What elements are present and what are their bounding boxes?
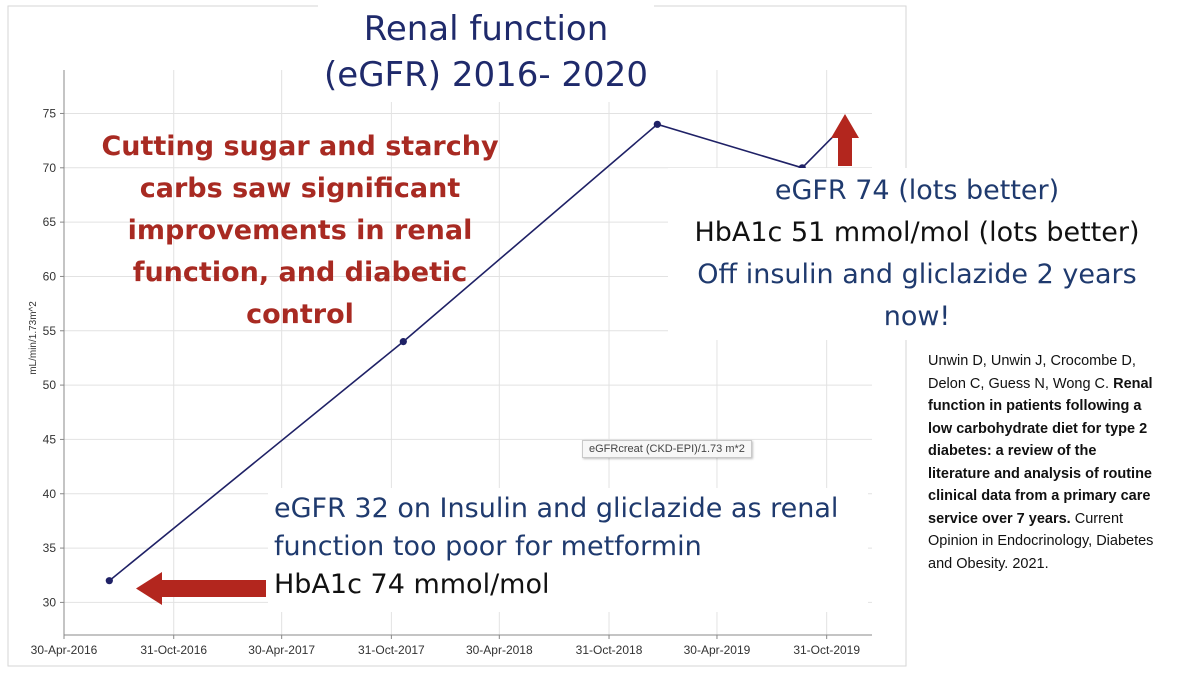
y-axis-label: mL/min/1.73m^2 (28, 301, 39, 375)
y-tick-label: 70 (43, 161, 57, 175)
egfr-32-line: eGFR 32 on Insulin and gliclazide as ren… (274, 493, 839, 524)
bottom-annotation: eGFR 32 on Insulin and gliclazide as ren… (274, 490, 874, 604)
citation-journal: Current Opinion in Endocrinology, Diabet… (928, 510, 1154, 572)
hba1c-51-text: HbA1c 51 mmol/mol (lots better) (694, 217, 1140, 248)
red-annotation-line: control (246, 299, 354, 330)
off-insulin-line: Off insulin and gliclazide 2 years (697, 259, 1137, 290)
hba1c-74-text: HbA1c 74 mmol/mol (274, 569, 550, 600)
red-annotation-line: Cutting sugar and starchy (101, 131, 499, 162)
red-annotation-line: improvements in renal (127, 215, 473, 246)
x-tick-label: 30-Apr-2018 (466, 643, 533, 657)
title-line: Renal function (363, 9, 609, 49)
y-tick-label: 75 (43, 106, 57, 120)
x-tick-label: 31-Oct-2016 (140, 643, 207, 657)
data-point (653, 120, 661, 128)
egfr-32-line: function too poor for metformin (274, 531, 702, 562)
off-insulin-line: now! (883, 301, 951, 332)
y-tick-label: 35 (43, 541, 57, 555)
y-tick-label: 30 (43, 595, 57, 609)
right-annotation-backdrop (668, 168, 1166, 340)
y-tick-label: 65 (43, 215, 57, 229)
citation-authors: Unwin D, Unwin J, Crocombe D, Delon C, G… (928, 353, 1136, 392)
data-point (841, 120, 849, 128)
citation: Unwin D, Unwin J, Crocombe D, Delon C, G… (928, 350, 1158, 575)
egfr-74-text: eGFR 74 (lots better) (774, 175, 1060, 206)
data-point (399, 338, 407, 346)
red-annotation-line: function, and diabetic (132, 257, 468, 288)
bottom-annotation-backdrop (268, 488, 868, 612)
y-tick-label: 45 (43, 432, 57, 446)
y-tick-label: 60 (43, 269, 57, 283)
title-backdrop (318, 2, 654, 102)
series-label: eGFRcreat (CKD-EPI)/1.73 m*2 (582, 440, 752, 458)
chart-title: Renal function (eGFR) 2016- 2020 (318, 6, 654, 98)
title-line: (eGFR) 2016- 2020 (324, 55, 648, 95)
x-tick-label: 31-Oct-2019 (793, 643, 860, 657)
red-annotation-line: carbs saw significant (139, 173, 461, 204)
x-tick-label: 30-Apr-2016 (31, 643, 98, 657)
x-tick-label: 31-Oct-2017 (358, 643, 425, 657)
x-tick-label: 31-Oct-2018 (576, 643, 643, 657)
citation-title: Renal function in patients following a l… (928, 375, 1153, 527)
y-tick-label: 40 (43, 487, 57, 501)
x-tick-label: 30-Apr-2017 (248, 643, 315, 657)
x-tick-label: 30-Apr-2019 (684, 643, 751, 657)
y-tick-label: 55 (43, 324, 57, 338)
red-annotation: Cutting sugar and starchy carbs saw sign… (70, 126, 530, 336)
right-annotation: eGFR 74 (lots better) HbA1c 51 mmol/mol … (668, 170, 1166, 338)
y-tick-label: 50 (43, 378, 57, 392)
data-point (105, 577, 113, 585)
